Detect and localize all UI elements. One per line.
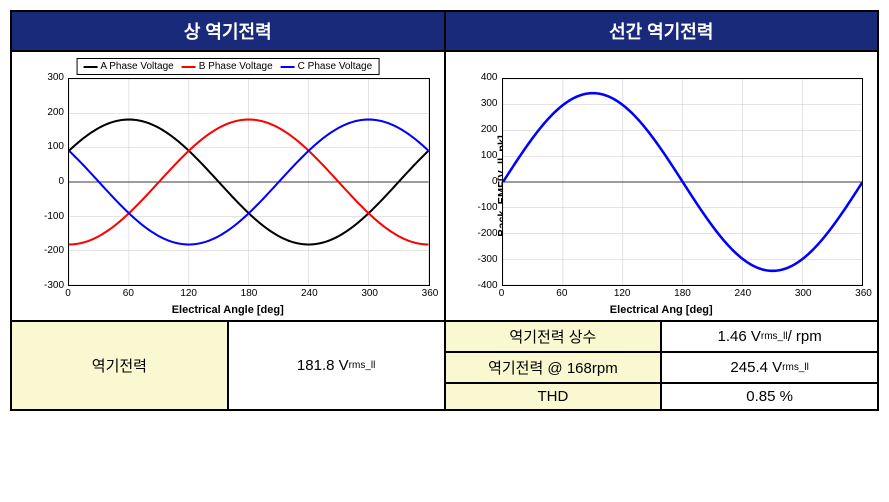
value-unit-sub: rms_ll bbox=[761, 331, 788, 342]
chart-right-xlabel: Electrical Ang [deg] bbox=[610, 304, 713, 316]
ytick-label: 200 bbox=[28, 107, 64, 118]
table-right-block: 역기전력 상수1.46 Vrms_ll / rpm역기전력 @ 168rpm24… bbox=[445, 321, 879, 410]
header-row: 상 역기전력 선간 역기전력 bbox=[11, 11, 878, 51]
legend-label: B Phase Voltage bbox=[199, 61, 273, 72]
xtick-label: 0 bbox=[65, 288, 71, 299]
chart-right-cell: Back_EMF[V_ll_pk] Electrical Ang [deg] -… bbox=[445, 51, 879, 321]
table-row: 역기전력 @ 168rpm245.4 Vrms_ll bbox=[445, 352, 879, 383]
table-left-value: 181.8 Vrms_ll bbox=[228, 321, 445, 410]
xtick-label: 240 bbox=[734, 288, 751, 299]
ytick-label: 300 bbox=[28, 72, 64, 83]
ytick-label: 200 bbox=[462, 124, 498, 135]
ytick-label: -300 bbox=[462, 254, 498, 265]
value-unit-sub: rms_ll bbox=[782, 362, 809, 373]
table-row-value: 245.4 Vrms_ll bbox=[661, 352, 878, 383]
ytick-label: 100 bbox=[462, 150, 498, 161]
xtick-label: 60 bbox=[556, 288, 567, 299]
value-num: 1.46 bbox=[718, 328, 747, 345]
value-num: 245.4 bbox=[730, 359, 768, 376]
table-row-label: THD bbox=[445, 383, 662, 410]
xtick-label: 60 bbox=[123, 288, 134, 299]
ytick-label: -200 bbox=[462, 228, 498, 239]
table-left-value-unit-sub: rms_ll bbox=[349, 360, 376, 371]
table-row-value: 1.46 Vrms_ll / rpm bbox=[661, 321, 878, 352]
value-unit-prefix: V bbox=[751, 328, 761, 345]
ytick-label: 0 bbox=[462, 176, 498, 187]
ytick-label: 0 bbox=[28, 176, 64, 187]
ytick-label: -300 bbox=[28, 280, 64, 291]
xtick-label: 360 bbox=[422, 288, 439, 299]
ytick-label: -400 bbox=[462, 280, 498, 291]
header-right: 선간 역기전력 bbox=[445, 11, 879, 51]
xtick-label: 300 bbox=[361, 288, 378, 299]
chart-left-xlabel: Electrical Angle [deg] bbox=[172, 304, 284, 316]
xtick-label: 120 bbox=[180, 288, 197, 299]
legend-item: A Phase Voltage bbox=[83, 61, 173, 72]
xtick-label: 360 bbox=[855, 288, 872, 299]
header-left: 상 역기전력 bbox=[11, 11, 445, 51]
table-row: THD0.85 % bbox=[445, 383, 879, 410]
xtick-label: 180 bbox=[674, 288, 691, 299]
figure-container: 상 역기전력 선간 역기전력 A Phase Voltage B Phase Vo… bbox=[10, 10, 879, 411]
table-row-value: 0.85 % bbox=[661, 383, 878, 410]
table-left-block: 역기전력 181.8 Vrms_ll bbox=[11, 321, 445, 410]
ytick-label: -100 bbox=[462, 202, 498, 213]
legend-swatch bbox=[182, 66, 196, 68]
table-row-label: 역기전력 상수 bbox=[445, 321, 662, 352]
legend-item: C Phase Voltage bbox=[281, 61, 373, 72]
table-row: 역기전력 상수1.46 Vrms_ll / rpm bbox=[445, 321, 879, 352]
xtick-label: 240 bbox=[301, 288, 318, 299]
legend-label: A Phase Voltage bbox=[100, 61, 173, 72]
chart-left: A Phase Voltage B Phase Voltage C Phase Vo… bbox=[16, 56, 440, 316]
ytick-label: -100 bbox=[28, 211, 64, 222]
chart-left-cell: A Phase Voltage B Phase Voltage C Phase Vo… bbox=[11, 51, 445, 321]
legend-swatch bbox=[281, 66, 295, 68]
xtick-label: 120 bbox=[614, 288, 631, 299]
chart-right-plot bbox=[502, 78, 864, 286]
chart-left-plot bbox=[68, 78, 430, 286]
xtick-label: 180 bbox=[241, 288, 258, 299]
chart-left-legend: A Phase Voltage B Phase Voltage C Phase Vo… bbox=[76, 58, 379, 75]
value-unit-suffix: / rpm bbox=[788, 328, 822, 345]
chart-row: A Phase Voltage B Phase Voltage C Phase Vo… bbox=[11, 51, 878, 321]
xtick-label: 300 bbox=[795, 288, 812, 299]
ytick-label: 300 bbox=[462, 98, 498, 109]
ytick-label: 100 bbox=[28, 141, 64, 152]
table-left-value-num: 181.8 bbox=[297, 357, 335, 374]
legend-swatch bbox=[83, 66, 97, 68]
value-num: 0.85 bbox=[746, 388, 775, 405]
ytick-label: -200 bbox=[28, 245, 64, 256]
legend-label: C Phase Voltage bbox=[298, 61, 373, 72]
legend-item: B Phase Voltage bbox=[182, 61, 273, 72]
chart-right: Back_EMF[V_ll_pk] Electrical Ang [deg] -… bbox=[450, 56, 874, 316]
value-unit-prefix: V bbox=[772, 359, 782, 376]
table-row-label: 역기전력 @ 168rpm bbox=[445, 352, 662, 383]
xtick-label: 0 bbox=[499, 288, 505, 299]
table-left-label: 역기전력 bbox=[11, 321, 228, 410]
ytick-label: 400 bbox=[462, 72, 498, 83]
table-left-value-unit-prefix: V bbox=[339, 357, 349, 374]
data-table: 역기전력 181.8 Vrms_ll 역기전력 상수1.46 Vrms_ll /… bbox=[11, 321, 878, 410]
value-unit-prefix: % bbox=[780, 388, 793, 405]
